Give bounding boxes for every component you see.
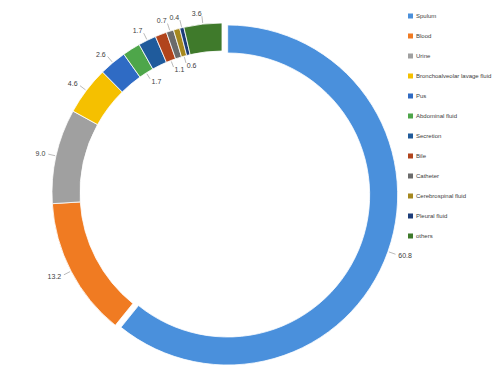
slice: [52, 202, 133, 325]
leader-line: [201, 16, 203, 23]
legend-swatch: [408, 214, 413, 219]
data-labels: 60.8 13.2 9.0 4.6 2.6 1.7 1.7 1.1 0.7 0.6 0.4 3.6: [36, 10, 412, 280]
legend-label: Bile: [416, 153, 427, 159]
legend-swatch: [408, 154, 413, 159]
legend-swatch: [408, 174, 413, 179]
legend-label: Pleural fluid: [416, 213, 447, 219]
data-label: 1.7: [152, 78, 162, 85]
legend-swatch: [408, 114, 413, 119]
data-label: 2.6: [96, 51, 106, 58]
legend-label: Secretion: [416, 133, 441, 139]
legend: Spulum Blood Urine Bronchoalveolar lavage f…: [408, 13, 491, 239]
leader-line: [389, 252, 396, 254]
data-label: 1.7: [133, 27, 143, 34]
data-label: 9.0: [36, 150, 46, 157]
leader-line: [108, 57, 112, 62]
data-label: 3.6: [192, 10, 202, 17]
legend-label: Abdominal fluid: [416, 113, 457, 119]
data-label: 0.7: [157, 17, 167, 24]
chart-svg: 60.8 13.2 9.0 4.6 2.6 1.7 1.7 1.1 0.7 0.6 0.4 3.6 Sp…: [0, 0, 500, 382]
legend-swatch: [408, 134, 413, 139]
slice: [52, 111, 98, 204]
data-label: 0.6: [187, 62, 197, 69]
leader-line: [168, 24, 170, 31]
legend-swatch: [408, 194, 413, 199]
legend-swatch: [408, 74, 413, 79]
slice: [184, 23, 222, 55]
data-label: 60.8: [398, 252, 412, 259]
chart-container: 60.8 13.2 9.0 4.6 2.6 1.7 1.7 1.1 0.7 0.6 0.4 3.6 Sp…: [0, 0, 500, 382]
leader-line: [64, 272, 70, 275]
leader-line: [184, 57, 186, 63]
data-label: 4.6: [68, 80, 78, 87]
slice: [121, 25, 398, 365]
leader-line: [144, 33, 147, 39]
legend-swatch: [408, 94, 413, 99]
data-label: 13.2: [48, 273, 62, 280]
leader-line: [147, 74, 150, 79]
legend-swatch: [408, 34, 413, 39]
legend-label: Blood: [416, 33, 431, 39]
data-label: 0.4: [169, 14, 179, 21]
legend-label: Spulum: [416, 13, 436, 19]
legend-label: Urine: [416, 53, 431, 59]
legend-swatch: [408, 54, 413, 59]
legend-swatch: [408, 234, 413, 239]
leader-line: [171, 61, 173, 67]
leader-line: [80, 86, 86, 90]
leader-line: [180, 20, 182, 27]
data-label: 1.1: [175, 66, 185, 73]
legend-label: Cerebrospinal fluid: [416, 193, 466, 199]
legend-label: Bronchoalveolar lavage fluid: [416, 73, 491, 79]
leader-line: [48, 154, 55, 156]
legend-label: Catheter: [416, 173, 439, 179]
legend-swatch: [408, 14, 413, 19]
legend-label: others: [416, 233, 433, 239]
slices: [52, 23, 398, 365]
legend-label: Pus: [416, 93, 426, 99]
